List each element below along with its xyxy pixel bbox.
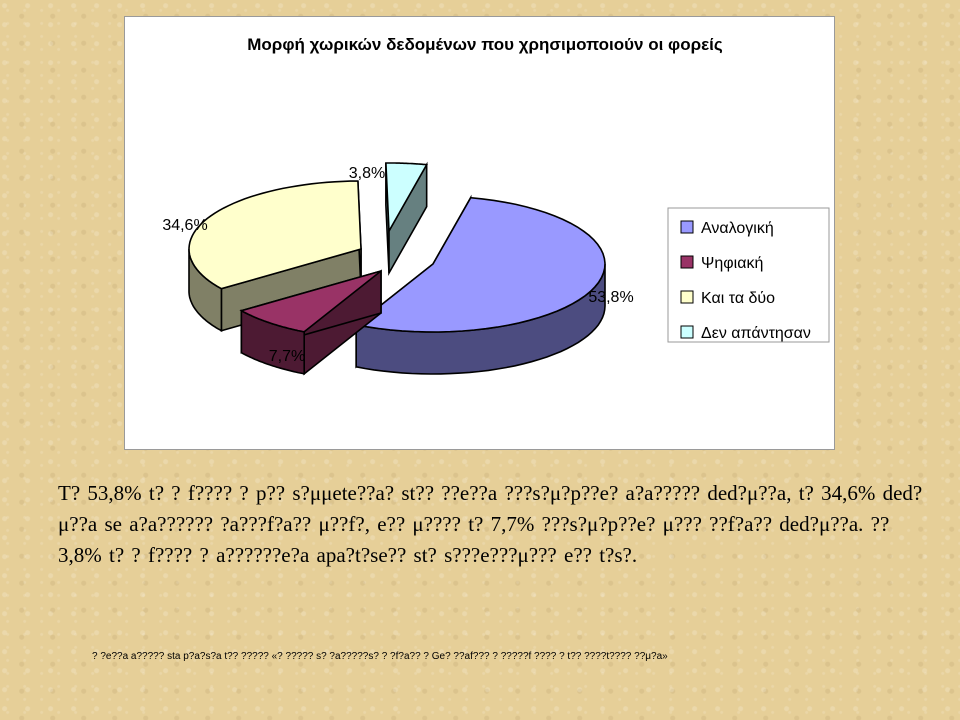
- chart-title: Μορφή χωρικών δεδομένων που χρησιμοποιού…: [247, 35, 723, 54]
- data-label-1: 53,8%: [588, 289, 633, 306]
- data-label-4: 3,8%: [349, 165, 385, 182]
- legend-label-4: Δεν απάντησαν: [701, 325, 811, 342]
- data-label-2: 7,7%: [269, 348, 305, 365]
- pie-slice-top-1: [354, 196, 606, 333]
- pie-slice-top-3: [188, 180, 362, 290]
- legend-swatch-3: [680, 290, 694, 304]
- pie-plot: [188, 161, 606, 376]
- pie-chart: Μορφή χωρικών δεδομένων που χρησιμοποιού…: [162, 35, 830, 376]
- footnote: ? ?e??a a????? sta p?a?s?a t?? ????? «? …: [92, 651, 668, 662]
- legend-swatch-2: [680, 255, 694, 269]
- pie-slice-top-4: [385, 162, 428, 234]
- pie-slice-4: [385, 161, 428, 277]
- data-labels: 53,8% 7,7% 34,6% 3,8%: [162, 165, 633, 365]
- pie-slice-top-2: [239, 270, 382, 333]
- legend-label-2: Ψηφιακή: [701, 255, 763, 272]
- legend-swatch-4: [680, 325, 694, 339]
- legend: Αναλογική Ψηφιακή Και τα δύο Δεν απάντησαν: [667, 207, 830, 343]
- pie-slice-2: [239, 269, 382, 376]
- legend-label-3: Και τα δύο: [701, 290, 775, 307]
- legend-label-1: Αναλογική: [701, 220, 774, 237]
- data-label-3: 34,6%: [162, 217, 207, 234]
- pie-slice-1: [354, 194, 606, 375]
- legend-swatch-1: [680, 220, 694, 234]
- chart-area: Μορφή χωρικών δεδομένων που χρησιμοποιού…: [124, 16, 835, 450]
- legend-frame: [667, 207, 830, 343]
- body-paragraph: Τ? 53,8% t? ? f???? ? p?? s?μμete??a? st…: [58, 481, 923, 567]
